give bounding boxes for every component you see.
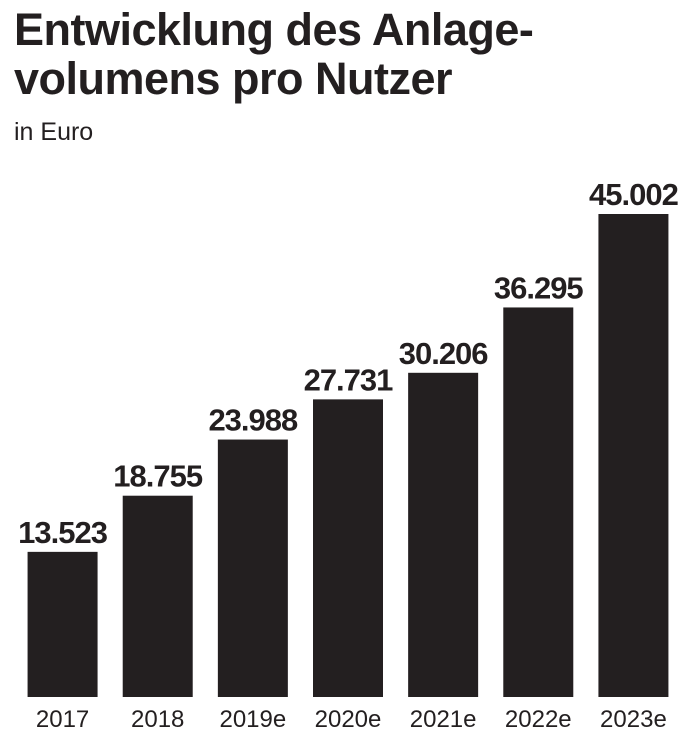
x-tick-label: 2021e	[410, 706, 477, 733]
x-tick-label: 2020e	[315, 706, 382, 733]
chart-title: volumens pro Nutzer	[14, 53, 452, 104]
x-tick-label: 2019e	[219, 706, 286, 733]
bar	[598, 214, 669, 697]
bar	[27, 551, 98, 697]
bar	[313, 399, 383, 697]
bar	[122, 495, 193, 697]
chart-title: Entwicklung des Anlage-	[14, 4, 533, 55]
value-label: 13.523	[18, 515, 108, 550]
value-label: 18.755	[113, 459, 203, 494]
value-label: 27.731	[304, 362, 394, 397]
x-tick-label: 2018	[131, 706, 184, 733]
x-tick-label: 2022e	[505, 706, 572, 733]
chart-subtitle: in Euro	[14, 118, 93, 146]
value-label: 23.988	[208, 403, 298, 438]
bar	[217, 439, 288, 697]
x-tick-label: 2017	[36, 706, 89, 733]
value-label: 30.206	[399, 336, 489, 371]
value-label: 36.295	[494, 270, 584, 305]
x-tick-label: 2023e	[600, 706, 667, 733]
bar	[503, 307, 574, 697]
value-label: 45.002	[589, 177, 678, 212]
bar	[408, 372, 479, 697]
